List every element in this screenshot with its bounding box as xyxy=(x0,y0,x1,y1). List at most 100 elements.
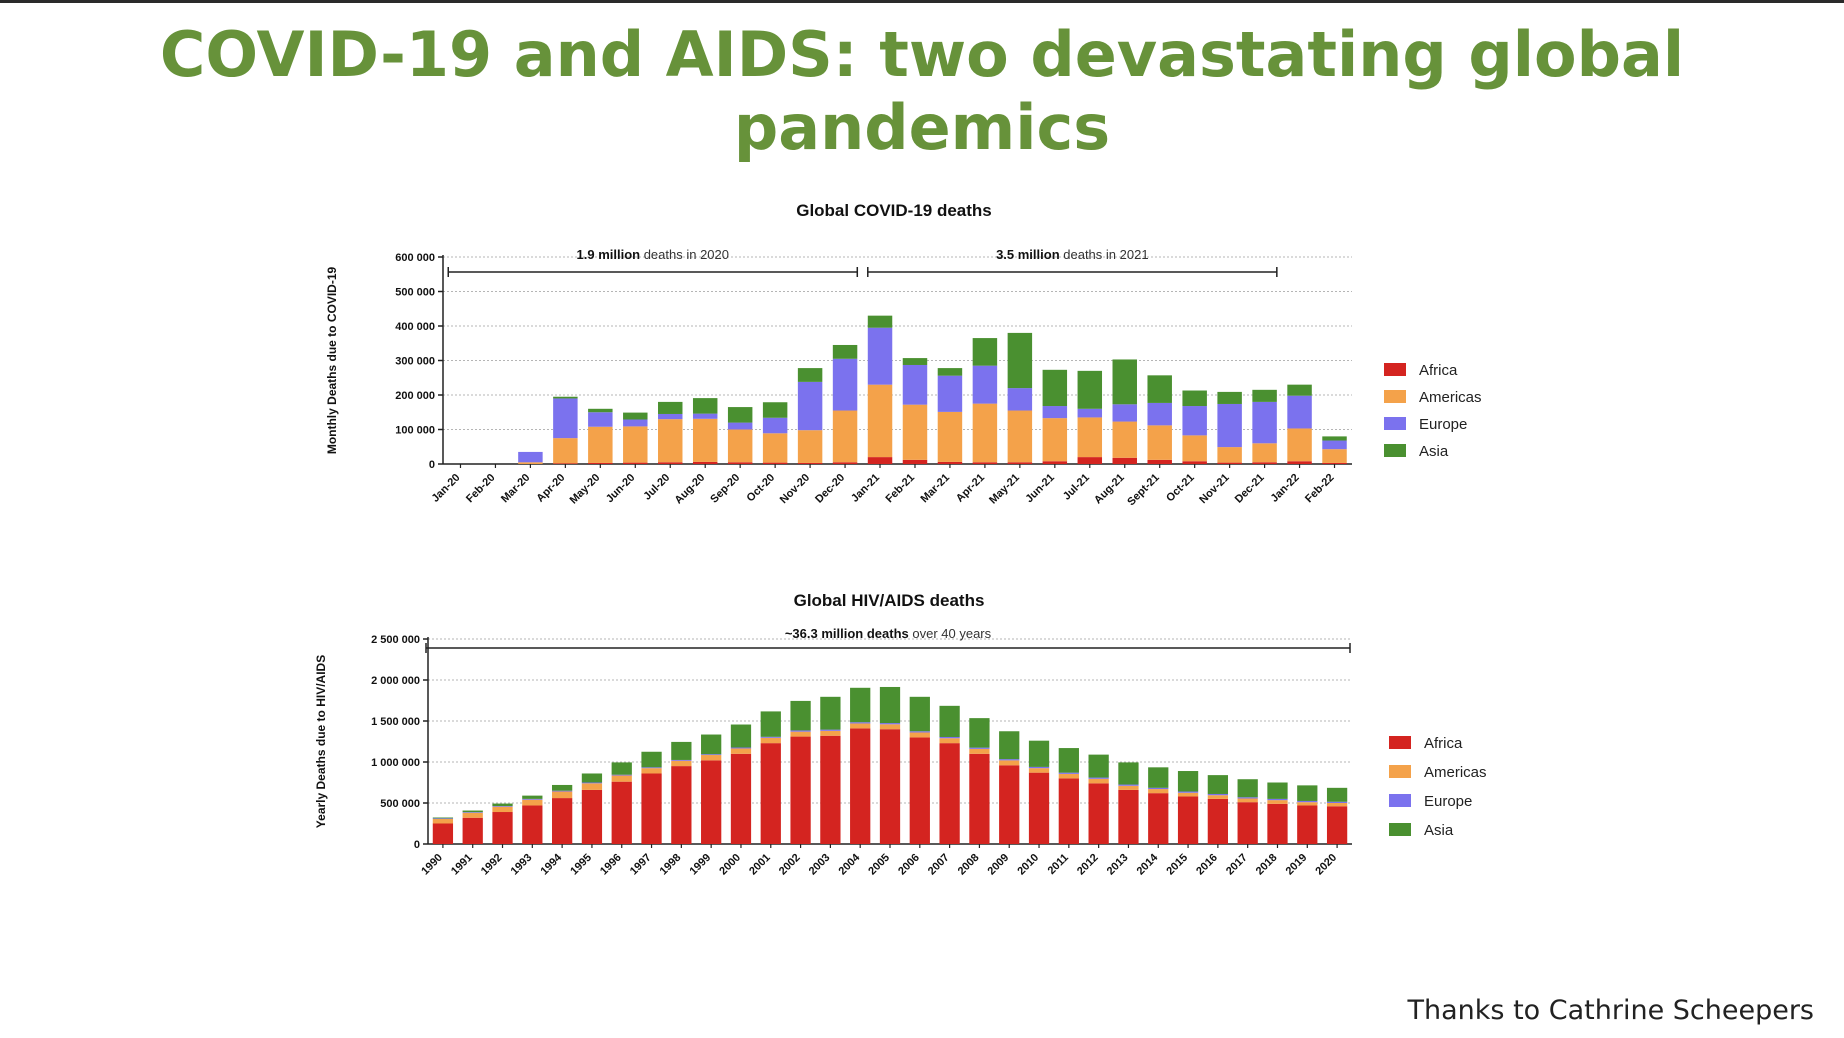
bar-asia xyxy=(1088,754,1109,778)
bar-americas xyxy=(937,411,963,462)
bar-africa xyxy=(1237,802,1258,844)
bar-americas xyxy=(762,433,788,463)
bar-africa xyxy=(623,462,648,464)
bar-europe xyxy=(939,736,960,739)
bar-europe xyxy=(969,747,990,749)
bar-americas xyxy=(1007,410,1033,463)
bar-europe xyxy=(671,759,692,761)
bar-africa xyxy=(588,462,613,464)
slide-title: COVID-19 and AIDS: two devastating globa… xyxy=(159,18,1685,164)
x-tick-label: 1993 xyxy=(509,852,535,878)
x-tick-label: Dec-20 xyxy=(813,472,847,506)
bar-europe xyxy=(462,812,483,813)
x-tick-label: 2017 xyxy=(1224,852,1250,878)
annotation-bold: ~36.3 million deaths xyxy=(785,626,913,641)
bar-asia xyxy=(1287,384,1312,396)
x-tick-label: 2005 xyxy=(866,852,892,878)
bar-africa xyxy=(1077,457,1103,464)
y-tick-label: 1 000 000 xyxy=(371,757,420,769)
bar-europe xyxy=(611,774,632,776)
bar-africa xyxy=(641,773,662,844)
bar-americas xyxy=(797,430,823,463)
bar-asia xyxy=(939,705,960,737)
bar-africa xyxy=(1058,778,1079,844)
bar-africa xyxy=(832,462,858,464)
x-tick-label: 2020 xyxy=(1313,852,1339,878)
bar-asia xyxy=(937,368,963,376)
x-tick-label: 2001 xyxy=(747,852,773,878)
x-tick-label: 2006 xyxy=(896,852,922,878)
bar-asia xyxy=(760,711,781,737)
annotation-bold: 3.5 million xyxy=(996,247,1063,262)
legend-label: Africa xyxy=(1419,362,1458,379)
bar-asia xyxy=(1177,771,1199,792)
y-tick-label: 600 000 xyxy=(395,252,435,264)
x-tick-label: Dec-21 xyxy=(1233,472,1267,506)
x-tick-label: Mar-20 xyxy=(499,472,533,506)
bar-asia xyxy=(762,402,788,418)
bar-asia xyxy=(588,408,613,413)
bar-asia xyxy=(972,338,998,366)
bar-americas xyxy=(879,724,901,730)
y-tick-label: 2 000 000 xyxy=(371,675,420,687)
x-tick-label: Nov-21 xyxy=(1197,472,1231,506)
x-tick-label: 2014 xyxy=(1135,851,1161,877)
x-tick-label: Jul-20 xyxy=(641,472,672,503)
bar-africa xyxy=(1182,461,1207,464)
bar-africa xyxy=(867,457,893,464)
legend-label: Europe xyxy=(1424,793,1472,810)
bar-americas xyxy=(701,755,722,761)
top-border xyxy=(0,0,1844,3)
x-tick-label: Oct-21 xyxy=(1164,472,1197,505)
bar-asia xyxy=(820,696,841,730)
x-tick-label: 1998 xyxy=(658,852,684,878)
x-tick-label: Feb-20 xyxy=(464,472,498,506)
legend-label: Asia xyxy=(1424,822,1454,839)
bar-americas xyxy=(820,730,841,736)
x-tick-label: Apr-21 xyxy=(954,472,987,505)
bar-africa xyxy=(1118,789,1139,844)
y-tick-label: 0 xyxy=(414,839,420,851)
bar-europe xyxy=(658,413,683,420)
bar-africa xyxy=(797,462,823,464)
bar-africa xyxy=(999,765,1020,844)
bar-asia xyxy=(1042,369,1068,407)
bar-asia xyxy=(492,803,513,807)
x-tick-label: Jan-22 xyxy=(1269,472,1302,505)
bar-europe xyxy=(692,413,718,419)
bar-americas xyxy=(462,812,483,818)
bar-africa xyxy=(692,461,718,464)
bar-americas xyxy=(1118,785,1139,790)
bar-europe xyxy=(850,722,871,724)
bar-asia xyxy=(1112,359,1137,405)
legend-swatch-europe xyxy=(1384,417,1406,430)
y-axis-label: Monthly Deaths due to COVID-19 xyxy=(325,267,339,455)
bar-africa xyxy=(902,459,928,464)
bar-americas xyxy=(730,748,752,754)
bar-europe xyxy=(1028,766,1050,769)
x-tick-label: Jan-20 xyxy=(429,472,462,505)
bar-asia xyxy=(879,686,901,724)
bar-africa xyxy=(462,817,483,844)
bar-europe xyxy=(1237,797,1258,799)
bar-asia xyxy=(969,718,990,748)
bar-asia xyxy=(902,358,928,365)
x-tick-label: 1996 xyxy=(598,852,624,878)
bar-europe xyxy=(1267,798,1288,801)
bar-africa xyxy=(1148,793,1169,844)
x-tick-label: 1991 xyxy=(449,852,475,878)
bar-americas xyxy=(1058,773,1079,779)
bar-europe xyxy=(727,422,753,430)
x-tick-label: 2008 xyxy=(956,852,982,878)
bar-americas xyxy=(1042,418,1068,462)
x-tick-label: 2016 xyxy=(1194,852,1220,878)
bar-europe xyxy=(1058,772,1079,774)
bar-asia xyxy=(1118,762,1139,785)
bar-africa xyxy=(553,463,578,464)
bar-asia xyxy=(671,741,692,760)
x-tick-label: Oct-20 xyxy=(745,472,778,505)
bar-europe xyxy=(1322,440,1347,450)
bar-africa xyxy=(522,805,543,844)
x-tick-label: 2007 xyxy=(926,852,952,878)
bar-americas xyxy=(623,426,648,463)
